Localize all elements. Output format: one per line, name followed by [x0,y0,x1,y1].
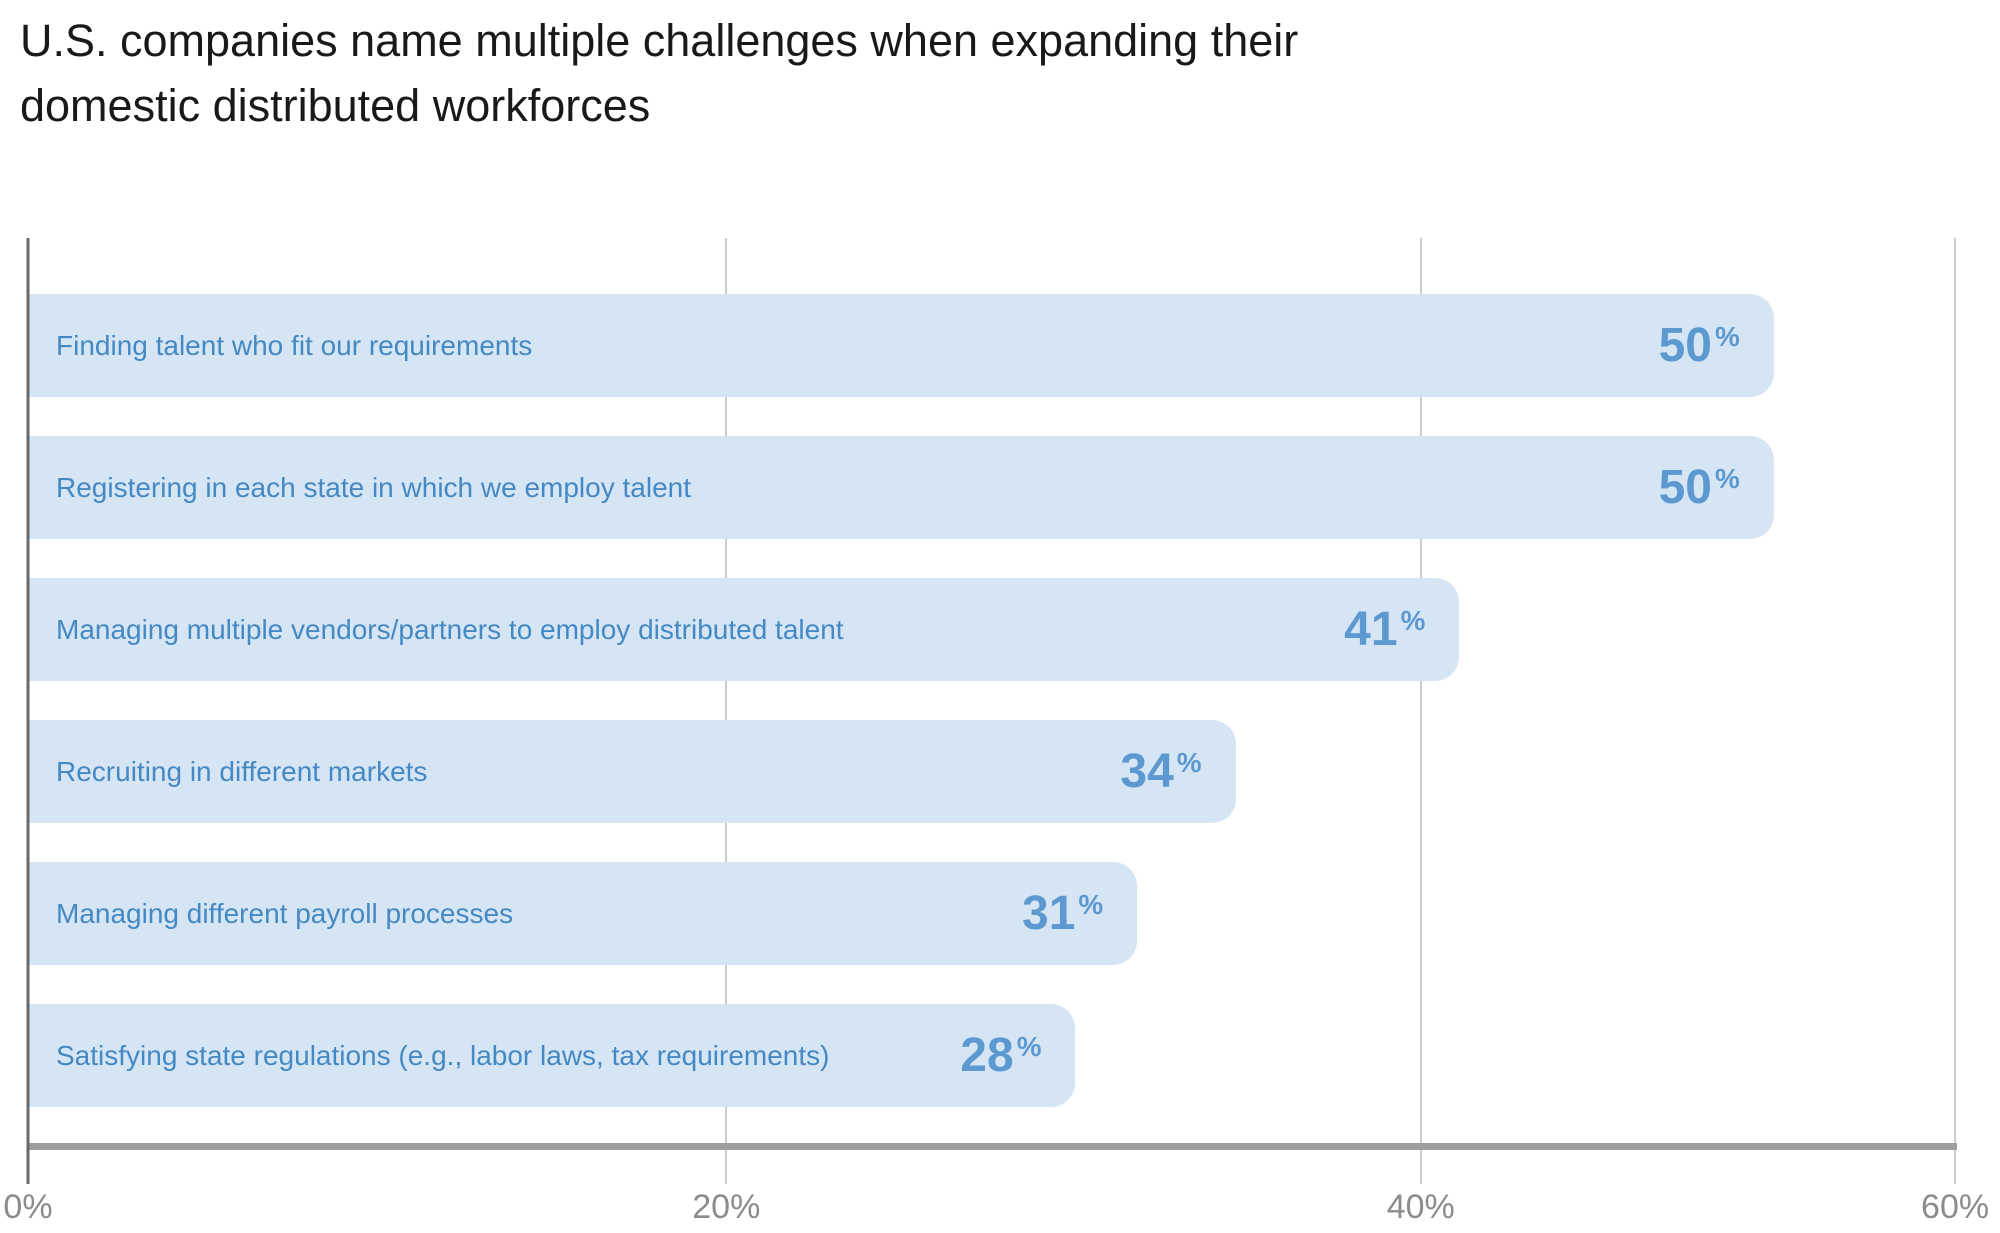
plot-area: Finding talent who fit our requirements 5… [26,238,1957,1184]
bar-label: Satisfying state regulations (e.g., labo… [56,1039,830,1071]
bar-rows: Finding talent who fit our requirements 5… [28,238,1957,1150]
gridline [1954,238,1957,1184]
y-axis-zero-line [26,238,30,1184]
bar-value: 50% [1658,319,1740,372]
bar-value: 41% [1344,603,1426,656]
chart-title-line-2: domestic distributed workforces [20,80,651,131]
bar-label: Registering in each state in which we em… [56,471,692,503]
chart-title: U.S. companies name multiple challenges … [20,8,1298,138]
bar-value-percent-sign: % [1714,462,1740,494]
gridline [1419,238,1422,1184]
bar-row: Managing different payroll processes 31% [28,862,1957,1004]
bar-value-percent-sign: % [1176,746,1202,778]
bar-row: Managing multiple vendors/partners to em… [28,578,1957,720]
bar-value-percent-sign: % [1078,888,1104,920]
bar-value-percent-sign: % [1400,604,1426,636]
x-axis-tick-label: 0% [3,1188,53,1226]
bar-label: Finding talent who fit our requirements [56,329,533,361]
bar-row: Registering in each state in which we em… [28,436,1957,578]
gridline [725,238,728,1184]
x-axis-tick-label: 40% [1386,1188,1455,1226]
bar-label: Recruiting in different markets [56,755,428,787]
bar-value: 31% [1022,887,1104,940]
bar-row: Recruiting in different markets 34% [28,720,1957,862]
x-axis-labels: 0% 20% 40% 60% [3,1188,1989,1233]
bar: Satisfying state regulations (e.g., labo… [28,1004,1076,1107]
chart-title-line-1: U.S. companies name multiple challenges … [20,15,1299,66]
bar: Recruiting in different markets 34% [28,720,1236,823]
bar-row: Finding talent who fit our requirements 5… [28,294,1957,436]
bar: Finding talent who fit our requirements 5… [28,294,1774,397]
x-axis-line [28,1143,1957,1150]
x-axis-tick-label: 20% [692,1188,761,1226]
bar-label: Managing multiple vendors/partners to em… [56,613,844,645]
bar-value-percent-sign: % [1016,1030,1042,1062]
bar: Managing multiple vendors/partners to em… [28,578,1460,681]
bar-value: 28% [960,1029,1042,1082]
x-axis-tick-label: 60% [1921,1188,1990,1226]
bar-row: Satisfying state regulations (e.g., labo… [28,1004,1957,1146]
bar: Managing different payroll processes 31% [28,862,1138,965]
bar-value-percent-sign: % [1714,320,1740,352]
bar: Registering in each state in which we em… [28,436,1774,539]
bar-value: 34% [1120,745,1202,798]
bar-value: 50% [1658,461,1740,514]
bar-label: Managing different payroll processes [56,897,514,929]
